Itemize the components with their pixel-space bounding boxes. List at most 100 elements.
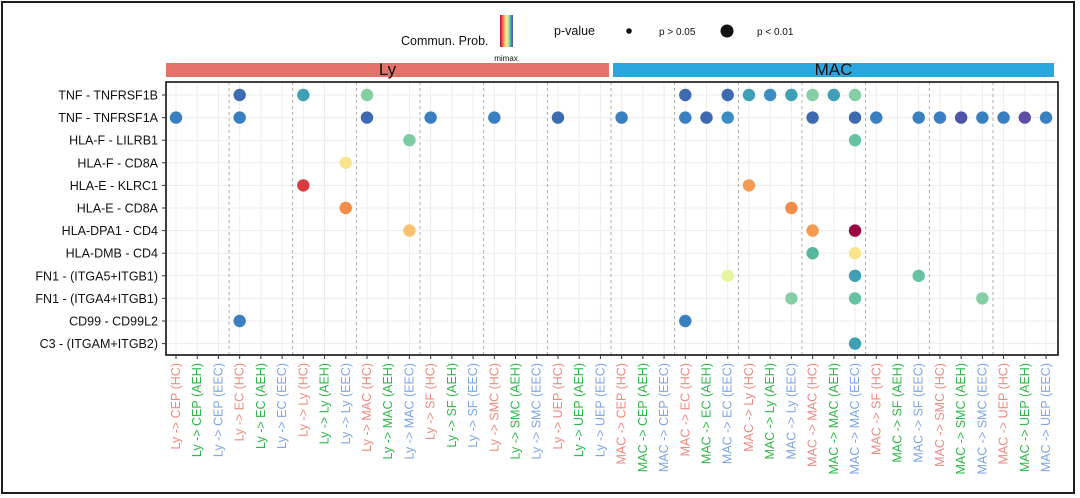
x-tick-label: Ly -> Ly (HC) xyxy=(296,363,310,437)
x-tick-label: MAC -> MAC (HC) xyxy=(806,363,820,467)
x-tick-label: MAC -> SMC (AEH) xyxy=(954,363,968,474)
y-tick-label: FN1 - (ITGA4+ITGB1) xyxy=(35,292,158,306)
x-tick-label: MAC -> SMC (HC) xyxy=(933,363,947,467)
data-point xyxy=(721,88,734,102)
x-tick-label: MAC -> MAC (AEH) xyxy=(827,363,841,474)
data-point xyxy=(742,88,756,102)
x-tick-label: MAC -> Ly (EEC) xyxy=(784,363,798,459)
plot-panel xyxy=(166,82,1058,355)
x-tick-label: MAC -> EC (HC) xyxy=(678,363,692,456)
data-point xyxy=(742,179,756,192)
x-tick-label: Ly -> CEP (AEH) xyxy=(190,363,204,457)
color-bar-label: mimax xyxy=(494,54,518,63)
data-point xyxy=(403,224,416,237)
data-point xyxy=(870,111,883,124)
data-point xyxy=(679,88,692,102)
y-tick-label: HLA-E - CD8A xyxy=(77,202,159,216)
x-tick-label: Ly -> SMC (HC) xyxy=(487,363,501,452)
data-point xyxy=(297,179,310,192)
x-tick-label: Ly -> SF (HC) xyxy=(424,363,438,440)
x-tick-label: MAC -> CEP (AEH) xyxy=(636,363,650,472)
x-tick-label: MAC -> CEP (EEC) xyxy=(657,363,671,472)
x-tick-label: Ly -> SMC (EEC) xyxy=(530,363,544,459)
data-point xyxy=(700,111,713,124)
data-point xyxy=(848,247,862,260)
group-strip-mac xyxy=(613,63,1054,77)
data-point xyxy=(848,292,862,305)
x-tick-label: MAC -> EC (AEH) xyxy=(700,363,714,464)
x-tick-label: MAC -> SF (EEC) xyxy=(912,363,926,463)
data-point xyxy=(679,314,692,328)
data-point xyxy=(424,111,437,124)
x-tick-label: Ly -> SMC (AEH) xyxy=(509,363,523,459)
size-legend-small-dot xyxy=(626,28,632,34)
size-legend-title: p-value xyxy=(554,24,595,38)
data-point xyxy=(848,88,862,102)
x-tick-label: Ly -> EC (AEH) xyxy=(254,363,268,449)
data-point xyxy=(785,88,798,102)
size-legend-large-dot xyxy=(720,24,734,38)
data-point xyxy=(488,111,501,124)
y-tick-label: HLA-F - LILRB1 xyxy=(69,134,158,148)
group-strip-ly xyxy=(166,63,610,77)
data-point xyxy=(976,292,989,305)
x-tick-label: Ly -> SF (AEH) xyxy=(445,363,459,448)
data-point xyxy=(360,88,374,102)
data-point xyxy=(848,134,862,147)
data-point xyxy=(806,247,819,260)
x-tick-label: Ly -> MAC (EEC) xyxy=(402,363,416,459)
panel-border xyxy=(165,81,1059,356)
x-tick-label: MAC -> MAC (EEC) xyxy=(848,363,862,474)
data-point xyxy=(806,88,819,102)
y-tick-label: HLA-DMB - CD4 xyxy=(66,247,158,261)
data-point xyxy=(339,201,352,215)
x-tick-label: Ly -> EC (HC) xyxy=(233,363,247,441)
x-tick-label: Ly -> SF (EEC) xyxy=(466,363,480,448)
y-tick-label: CD99 - CD99L2 xyxy=(69,315,158,329)
data-point xyxy=(848,269,862,282)
y-tick-label: FN1 - (ITGA5+ITGB1) xyxy=(35,269,158,283)
data-point xyxy=(848,337,862,350)
data-point xyxy=(615,111,628,124)
group-strip-label: Ly xyxy=(379,60,397,79)
x-tick-label: Ly -> MAC (HC) xyxy=(360,363,374,452)
x-tick-label: MAC -> UEP (HC) xyxy=(997,363,1011,465)
x-tick-label: MAC -> CEP (HC) xyxy=(615,363,629,465)
size-legend-label: p > 0.05 xyxy=(659,27,696,38)
y-tick-label: TNF - TNFRSF1B xyxy=(58,89,158,103)
y-tick-label: TNF - TNFRSF1A xyxy=(58,111,158,125)
x-tick-label: Ly -> EC (EEC) xyxy=(275,363,289,449)
data-point xyxy=(806,111,819,124)
y-tick-label: HLA-F - CD8A xyxy=(77,156,158,170)
data-point xyxy=(848,111,862,124)
data-point xyxy=(233,314,246,328)
data-point xyxy=(297,88,310,102)
x-tick-label: Ly -> CEP (EEC) xyxy=(211,363,225,457)
y-tick-label: C3 - (ITGAM+ITGB2) xyxy=(40,337,158,351)
group-strip-label: MAC xyxy=(815,60,853,79)
x-tick-label: MAC -> EC (EEC) xyxy=(721,363,735,464)
x-tick-label: MAC -> UEP (EEC) xyxy=(1039,363,1053,472)
data-point xyxy=(954,111,968,124)
y-tick-label: HLA-DPA1 - CD4 xyxy=(62,224,158,238)
x-tick-label: MAC -> Ly (AEH) xyxy=(763,363,777,459)
data-point xyxy=(721,111,734,124)
data-point xyxy=(912,111,925,124)
data-point xyxy=(827,88,841,102)
data-point xyxy=(1039,111,1053,124)
data-point xyxy=(785,292,798,305)
data-point xyxy=(976,111,989,124)
x-tick-label: Ly -> UEP (AEH) xyxy=(572,363,586,457)
data-point xyxy=(912,269,925,282)
data-point xyxy=(233,88,246,102)
data-point xyxy=(785,201,798,215)
x-tick-label: Ly -> MAC (AEH) xyxy=(381,363,395,459)
data-point xyxy=(933,111,947,124)
x-tick-label: Ly -> UEP (HC) xyxy=(551,363,565,449)
size-legend-label: p < 0.01 xyxy=(757,27,794,38)
data-point xyxy=(806,224,819,237)
data-point xyxy=(997,111,1010,124)
data-point xyxy=(551,111,565,124)
data-point xyxy=(403,134,416,147)
data-point xyxy=(339,156,352,169)
